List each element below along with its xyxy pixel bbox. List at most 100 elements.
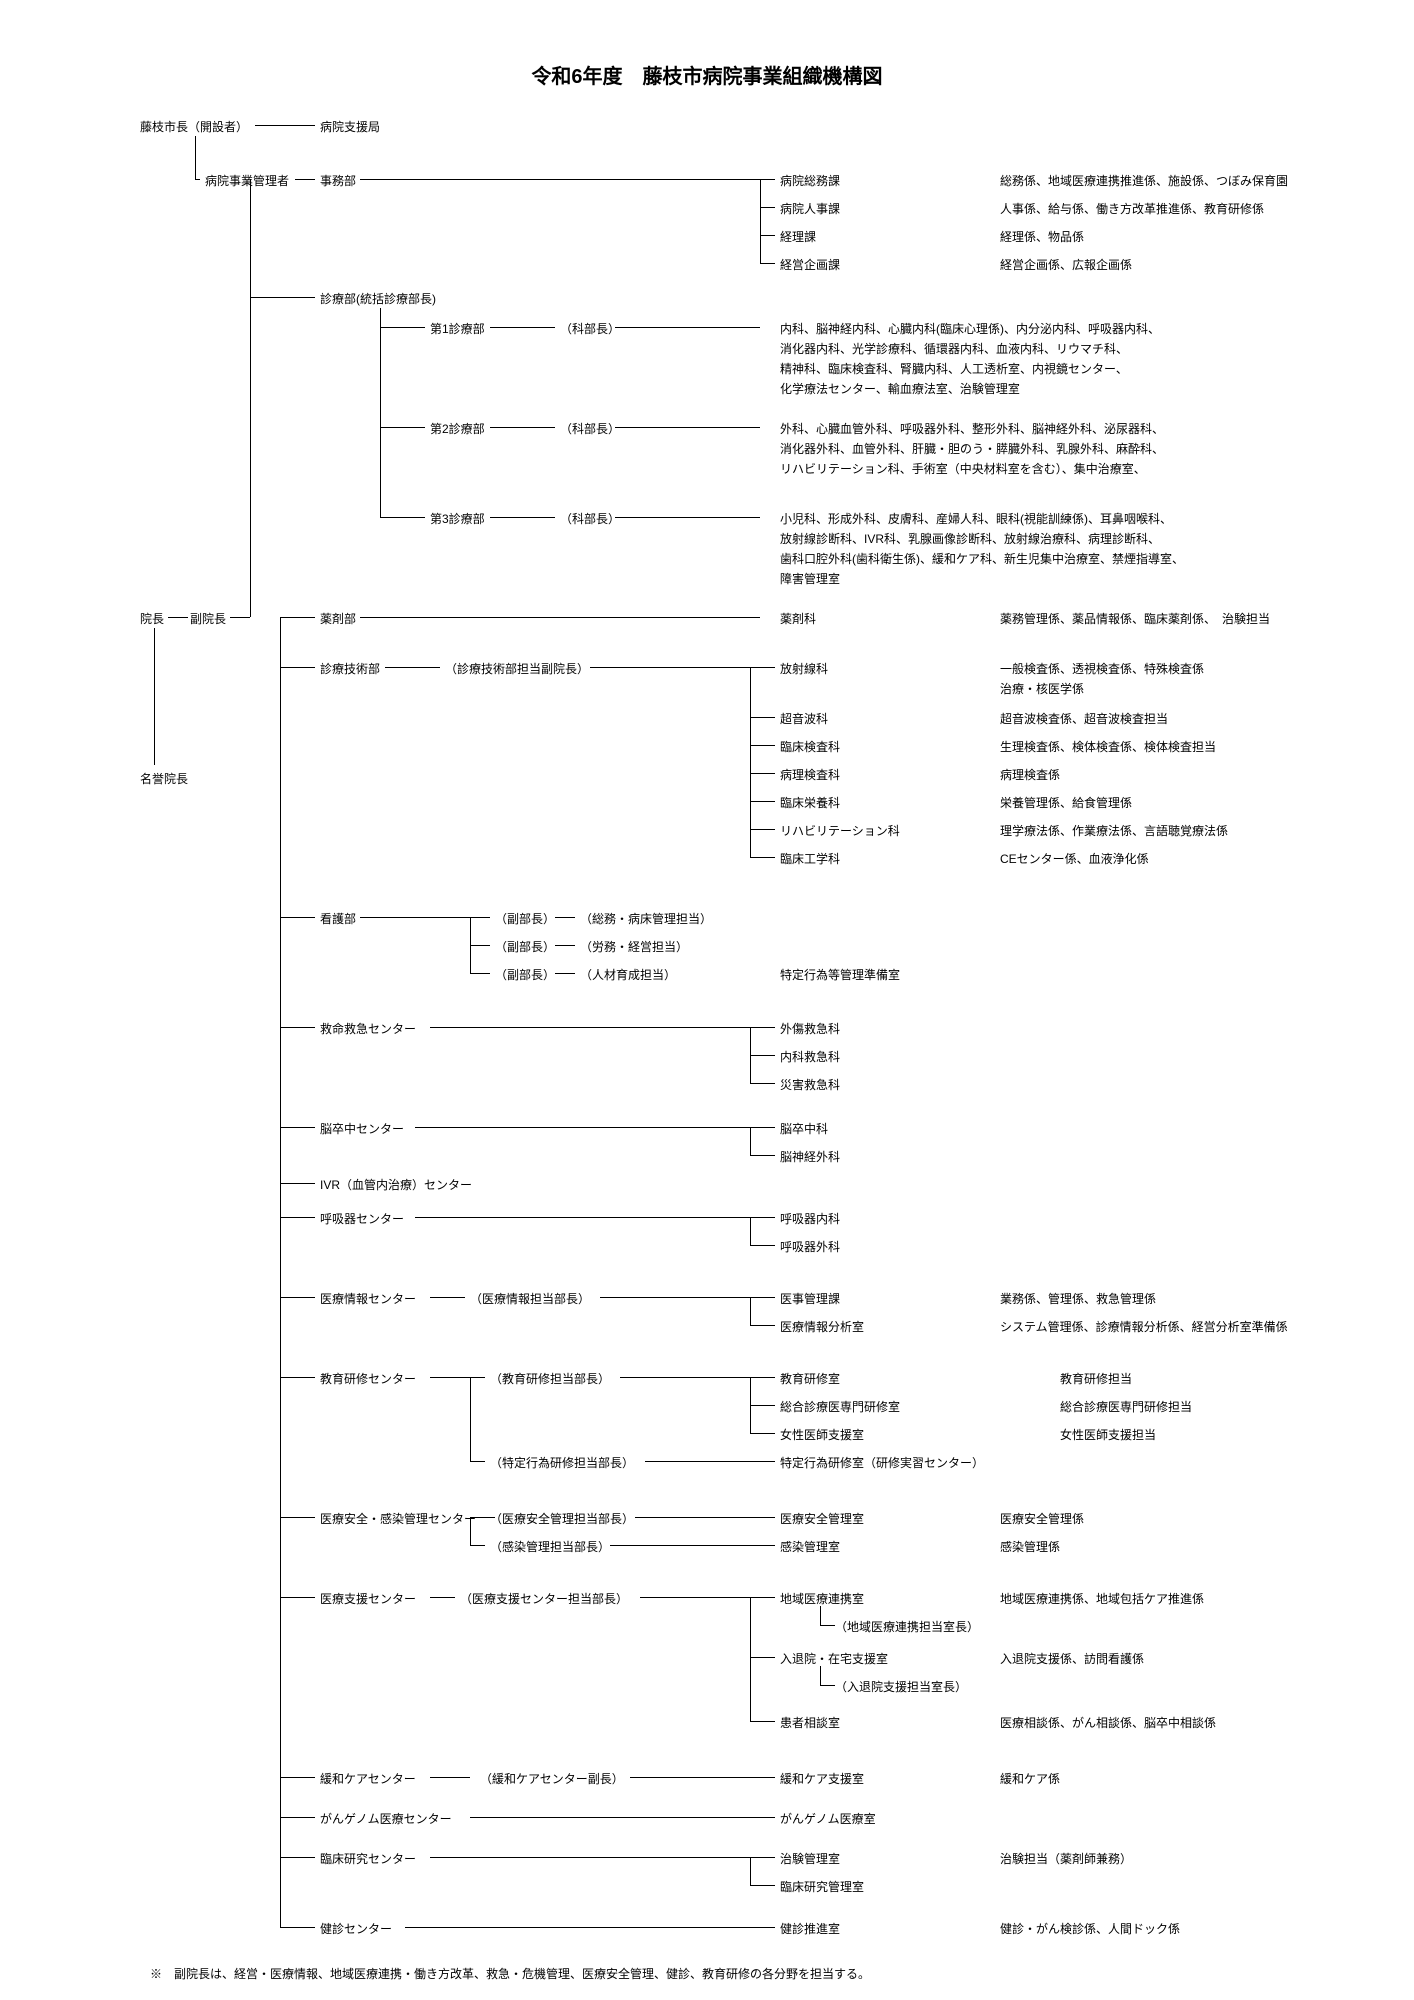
connector-line xyxy=(280,617,281,1927)
ky1d: 教育研修担当 xyxy=(1060,1370,1132,1387)
connector-line xyxy=(154,628,155,765)
connector-line xyxy=(280,1297,315,1298)
ahead1: （医療安全管理担当部長） xyxy=(490,1510,634,1527)
connector-line xyxy=(820,1685,835,1686)
ks1d: 健診・がん検診係、人間ドック係 xyxy=(1000,1920,1180,1937)
kango_s2: （副部長） xyxy=(495,938,555,955)
jim4d: 経営企画係、広報企画係 xyxy=(1000,256,1132,273)
ky4: 特定行為研修室（研修実習センター） xyxy=(780,1454,984,1471)
kanwa: 緩和ケアセンター xyxy=(320,1770,416,1787)
kyumei: 救命救急センター xyxy=(320,1020,416,1037)
connector-line xyxy=(255,125,315,126)
connector-line xyxy=(750,801,775,802)
ks1: 健診推進室 xyxy=(780,1920,840,1937)
connector-line xyxy=(750,1083,775,1084)
ky1: 教育研修室 xyxy=(780,1370,840,1387)
connector-line xyxy=(750,1325,775,1326)
connector-line xyxy=(750,1857,775,1858)
jo1: 医事管理課 xyxy=(780,1290,840,1307)
connector-line xyxy=(295,179,315,180)
g2: 超音波科 xyxy=(780,710,828,727)
connector-line xyxy=(750,745,775,746)
connector-line xyxy=(750,773,775,774)
kyoiku: 教育研修センター xyxy=(320,1370,416,1387)
connector-line xyxy=(380,517,425,518)
kangobu: 看護部 xyxy=(320,910,356,927)
kango_s3c: 特定行為等管理準備室 xyxy=(780,966,900,983)
connector-line xyxy=(415,1217,750,1218)
sh3d: 医療相談係、がん相談係、脳卒中相談係 xyxy=(1000,1714,1216,1731)
g1: 放射線科 xyxy=(780,660,828,677)
g1-detail: 一般検査係、透視検査係、特殊検査係 xyxy=(1000,660,1204,677)
connector-line xyxy=(168,617,188,618)
rk2: 臨床研究管理室 xyxy=(780,1878,864,1895)
sh2: 入退院・在宅支援室 xyxy=(780,1650,888,1667)
gijutsu-head: （診療技術部担当副院長） xyxy=(445,660,589,677)
connector-line xyxy=(470,1517,471,1545)
fukuincho: 副院長 xyxy=(190,610,226,627)
connector-line xyxy=(615,427,760,428)
kok1: 呼吸器内科 xyxy=(780,1210,840,1227)
d3l2: 放射線診断科、IVR科、乳腺画像診断科、放射線治療科、病理診断科、 xyxy=(780,530,1160,547)
connector-line xyxy=(490,517,555,518)
connector-line xyxy=(430,1027,750,1028)
khead: （教育研修担当部長） xyxy=(490,1370,610,1387)
connector-line xyxy=(280,917,315,918)
kokyu: 呼吸器センター xyxy=(320,1210,404,1227)
ky2: 総合診療医専門研修室 xyxy=(780,1398,900,1415)
connector-line xyxy=(750,1217,751,1245)
g4-detail: 病理検査係 xyxy=(1000,766,1060,783)
connector-line xyxy=(470,1517,485,1518)
connector-line xyxy=(820,1625,835,1626)
rk1: 治験管理室 xyxy=(780,1850,840,1867)
connector-line xyxy=(280,1183,315,1184)
connector-line xyxy=(470,945,490,946)
d3l1: 小児科、形成外科、皮膚科、産婦人科、眼科(視能訓練係)、耳鼻咽喉科、 xyxy=(780,510,1172,527)
kacho: （科部長） xyxy=(560,420,620,437)
anzen: 医療安全・感染管理センター xyxy=(320,1510,476,1527)
g5-detail: 栄養管理係、給食管理係 xyxy=(1000,794,1132,811)
sh1: 地域医療連携室 xyxy=(780,1590,864,1607)
jim1: 病院総務課 xyxy=(780,172,840,189)
manager: 病院事業管理者 xyxy=(205,172,289,189)
connector-line xyxy=(490,327,555,328)
connector-line xyxy=(430,1777,470,1778)
d2l2: 消化器外科、血管外科、肝臓・胆のう・膵臓外科、乳腺外科、麻酔科、 xyxy=(780,440,1164,457)
d1l3: 精神科、臨床検査科、腎臓内科、人工透析室、内視鏡センター、 xyxy=(780,360,1128,377)
jhead: （医療情報担当部長） xyxy=(470,1290,590,1307)
nou2: 脳神経外科 xyxy=(780,1148,840,1165)
sh1b: （地域医療連携担当室長） xyxy=(835,1618,979,1635)
g4: 病理検査科 xyxy=(780,766,840,783)
connector-line xyxy=(380,327,425,328)
connector-line xyxy=(405,1927,775,1928)
connector-line xyxy=(750,1433,775,1434)
yakuzaibu: 薬剤部 xyxy=(320,610,356,627)
connector-line xyxy=(280,1377,315,1378)
connector-line xyxy=(280,1927,315,1928)
connector-line xyxy=(750,1217,775,1218)
kwhead: （緩和ケアセンター副長） xyxy=(480,1770,624,1787)
connector-line xyxy=(280,1597,315,1598)
sh2d: 入退院支援係、訪問看護係 xyxy=(1000,1650,1144,1667)
ky2d: 総合診療医専門研修担当 xyxy=(1060,1398,1192,1415)
kyu3: 災害救急科 xyxy=(780,1076,840,1093)
connector-line xyxy=(600,1297,750,1298)
connector-line xyxy=(280,1857,315,1858)
dept2: 第2診療部 xyxy=(430,420,485,437)
connector-line xyxy=(385,667,440,668)
kacho: （科部長） xyxy=(560,510,620,527)
ivr: IVR（血管内治療）センター xyxy=(320,1176,472,1193)
nou1: 脳卒中科 xyxy=(780,1120,828,1137)
an1d: 医療安全管理係 xyxy=(1000,1510,1084,1527)
connector-line xyxy=(750,1461,775,1462)
connector-line xyxy=(280,617,315,618)
connector-line xyxy=(750,1027,775,1028)
connector-line xyxy=(750,667,775,668)
connector-line xyxy=(750,1657,775,1658)
connector-line xyxy=(760,235,775,236)
connector-line xyxy=(280,1127,315,1128)
connector-line xyxy=(470,1545,485,1546)
support-bureau: 病院支援局 xyxy=(320,118,380,135)
shead: （医療支援センター担当部長） xyxy=(460,1590,628,1607)
connector-line xyxy=(610,1545,775,1546)
